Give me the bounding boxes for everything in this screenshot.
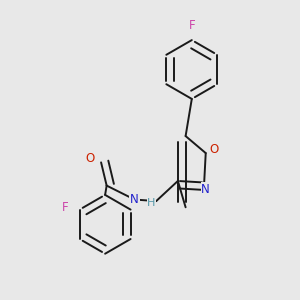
Text: O: O [210,143,219,156]
Text: H: H [147,198,156,208]
Text: F: F [61,201,68,214]
Text: O: O [85,152,95,165]
Text: F: F [188,19,195,32]
Text: N: N [201,183,210,196]
Text: N: N [130,193,139,206]
